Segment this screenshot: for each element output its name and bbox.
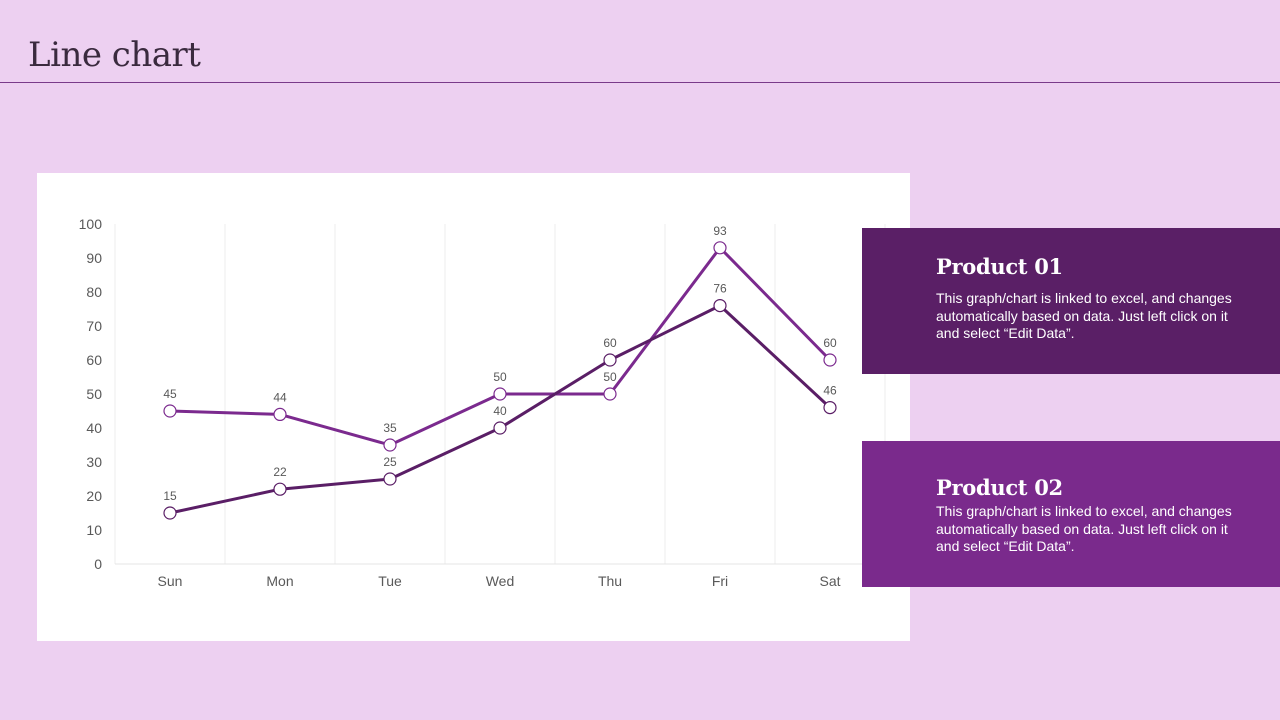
- product-02-heading: Product 02: [936, 475, 1063, 500]
- x-tick-label: Mon: [266, 573, 293, 589]
- chart-card[interactable]: 0 10 20 30 40 50 60 70 80 90 100 Sun Mon Tue Wed Thu Fri…: [37, 173, 910, 641]
- x-tick-label: Fri: [712, 573, 728, 589]
- y-tick-label: 40: [86, 420, 102, 436]
- x-tick-label: Sun: [158, 573, 183, 589]
- product-01-heading: Product 01: [936, 254, 1063, 279]
- data-point: [603, 387, 617, 401]
- data-point: [163, 404, 177, 418]
- data-label: 76: [713, 282, 727, 296]
- y-tick-label: 60: [86, 352, 102, 368]
- title-divider: [0, 82, 1280, 83]
- y-tick-label: 10: [86, 522, 102, 538]
- data-label: 40: [493, 404, 507, 418]
- data-label: 60: [823, 336, 837, 350]
- y-tick-label: 90: [86, 250, 102, 266]
- y-tick-label: 100: [79, 216, 103, 232]
- product-01-panel: Product 01 This graph/chart is linked to…: [862, 228, 1280, 374]
- data-label: 44: [273, 390, 287, 404]
- y-tick-label: 80: [86, 284, 102, 300]
- data-label: 93: [713, 224, 727, 238]
- y-tick-label: 0: [94, 556, 102, 572]
- data-label: 35: [383, 421, 397, 435]
- data-label: 15: [163, 489, 177, 503]
- y-tick-label: 70: [86, 318, 102, 334]
- data-label: 22: [273, 465, 287, 479]
- data-label: 50: [493, 370, 507, 384]
- data-point: [713, 241, 727, 255]
- data-label: 46: [823, 384, 837, 398]
- data-point: [713, 299, 727, 313]
- x-tick-label: Wed: [486, 573, 515, 589]
- data-label: 60: [603, 336, 617, 350]
- product-01-description: This graph/chart is linked to excel, and…: [936, 290, 1232, 341]
- product-02-panel: Product 02 This graph/chart is linked to…: [862, 441, 1280, 587]
- x-tick-label: Sat: [819, 573, 840, 589]
- page-title: Line chart: [28, 35, 201, 75]
- data-point: [273, 407, 287, 421]
- x-tick-label: Tue: [378, 573, 402, 589]
- data-point: [603, 353, 617, 367]
- product-02-description: This graph/chart is linked to excel, and…: [936, 503, 1232, 554]
- y-tick-label: 20: [86, 488, 102, 504]
- line-chart[interactable]: 0 10 20 30 40 50 60 70 80 90 100 Sun Mon Tue Wed Thu Fri…: [37, 173, 910, 641]
- data-label: 45: [163, 387, 177, 401]
- data-point: [823, 401, 837, 415]
- data-point: [383, 472, 397, 486]
- data-point: [823, 353, 837, 367]
- x-tick-label: Thu: [598, 573, 622, 589]
- y-tick-label: 30: [86, 454, 102, 470]
- data-point: [493, 387, 507, 401]
- data-label: 25: [383, 455, 397, 469]
- data-point: [383, 438, 397, 452]
- data-label: 50: [603, 370, 617, 384]
- y-tick-label: 50: [86, 386, 102, 402]
- data-point: [493, 421, 507, 435]
- data-point: [273, 482, 287, 496]
- data-point: [163, 506, 177, 520]
